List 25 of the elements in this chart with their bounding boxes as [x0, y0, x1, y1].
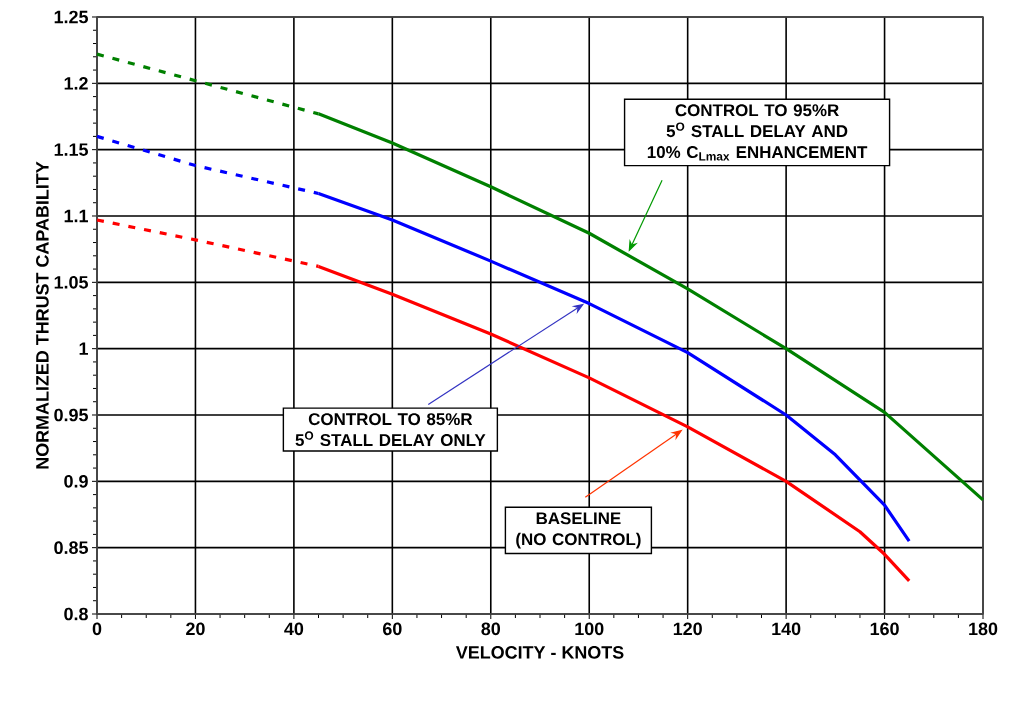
y-axis-title: NORMALIZED THRUST CAPABILITY	[36, 161, 49, 469]
x-tick-label: 0	[92, 622, 102, 636]
x-tick-label: 80	[481, 622, 501, 636]
annotation: CONTROL TO 95%R 5$^{O}$ STALL DELAY AND 10% C$_{Lmax}$ ENHANCEMENT	[647, 104, 868, 161]
y-tick-label: 0.8	[64, 607, 88, 621]
x-tick-label: 20	[186, 622, 205, 636]
x-tick-label: 40	[284, 622, 304, 636]
y-tick-label: 1	[79, 342, 88, 355]
y-tick-label: 1.1	[64, 209, 88, 223]
annotation: CONTROL TO 85%R 5$^{O}$ STALL DELAY ONLY	[295, 413, 486, 447]
y-tick-label: 1.25	[54, 10, 88, 24]
y-tick-label: 1.2	[64, 77, 88, 90]
x-tick-label: 180	[969, 622, 998, 636]
x-tick-label: 100	[575, 622, 604, 636]
x-tick-label: 160	[870, 622, 899, 636]
x-tick-label: 60	[383, 622, 402, 636]
y-tick-label: 1.15	[54, 143, 88, 156]
annotation: BASELINE (NO CONTROL)	[516, 512, 641, 549]
x-tick-label: 140	[772, 622, 801, 636]
y-tick-label: 0.9	[64, 474, 88, 488]
y-tick-label: 0.85	[54, 541, 88, 555]
x-axis-title: VELOCITY - KNOTS	[455, 646, 624, 659]
y-tick-label: 0.95	[54, 408, 88, 422]
x-tick-label: 120	[673, 622, 702, 636]
y-tick-label: 1.05	[54, 275, 88, 289]
